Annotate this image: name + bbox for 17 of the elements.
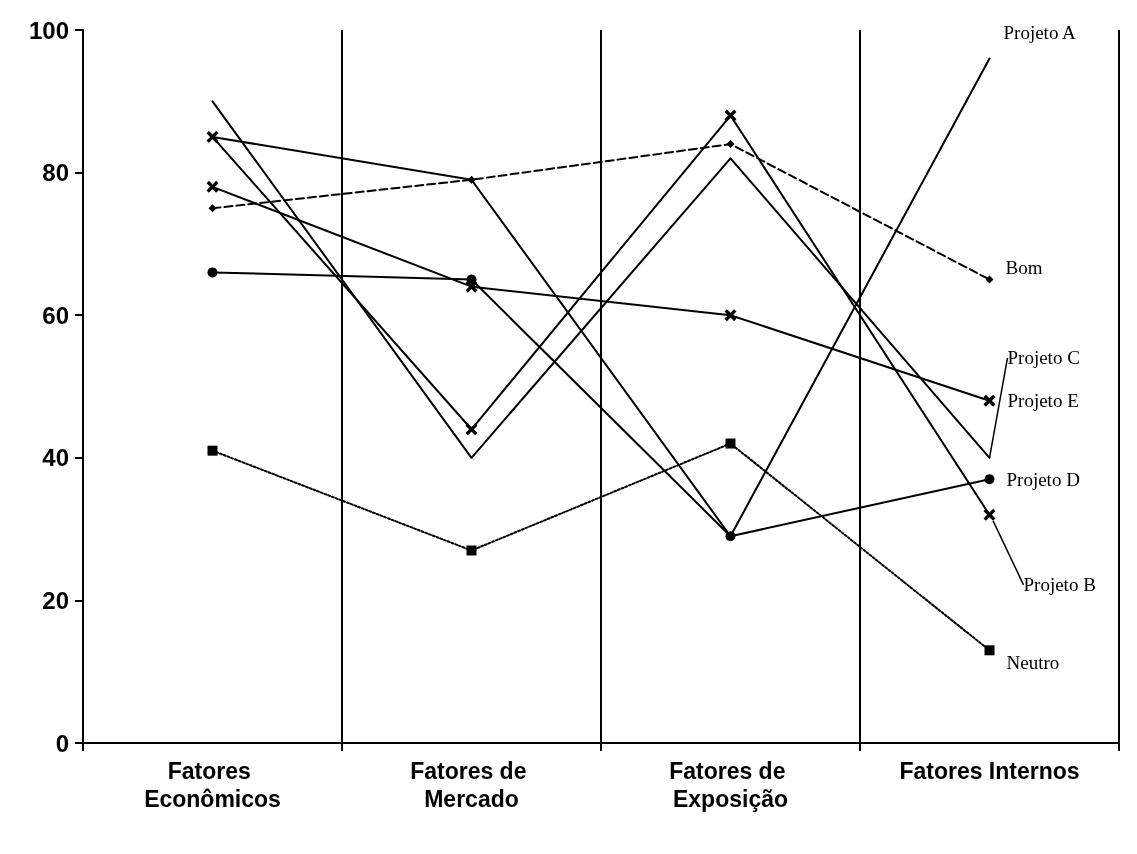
x-tick-label: Fatores de Mercado bbox=[410, 758, 533, 812]
series-label: Bom bbox=[1005, 257, 1043, 279]
series-label: Neutro bbox=[1006, 651, 1060, 673]
y-tick-label: 20 bbox=[42, 586, 69, 614]
y-tick-label: 60 bbox=[42, 301, 69, 329]
series-label: Projeto E bbox=[1007, 390, 1079, 412]
y-tick-label: 40 bbox=[42, 444, 69, 472]
text: Projeto C bbox=[1007, 347, 1080, 369]
y-tick-label: 100 bbox=[28, 16, 69, 44]
series-label: Projeto A bbox=[1003, 22, 1077, 44]
text: Projeto B bbox=[1023, 574, 1096, 596]
y-tick-label: 80 bbox=[42, 159, 69, 187]
y-tick-label: 0 bbox=[55, 729, 69, 757]
x-tick-label: Fatores de Exposição bbox=[669, 758, 792, 812]
x-tick-label: Fatores Econômicos bbox=[144, 758, 281, 812]
x-tick-label: Fatores Internos bbox=[899, 758, 1080, 784]
series-label: Projeto D bbox=[1006, 468, 1080, 490]
